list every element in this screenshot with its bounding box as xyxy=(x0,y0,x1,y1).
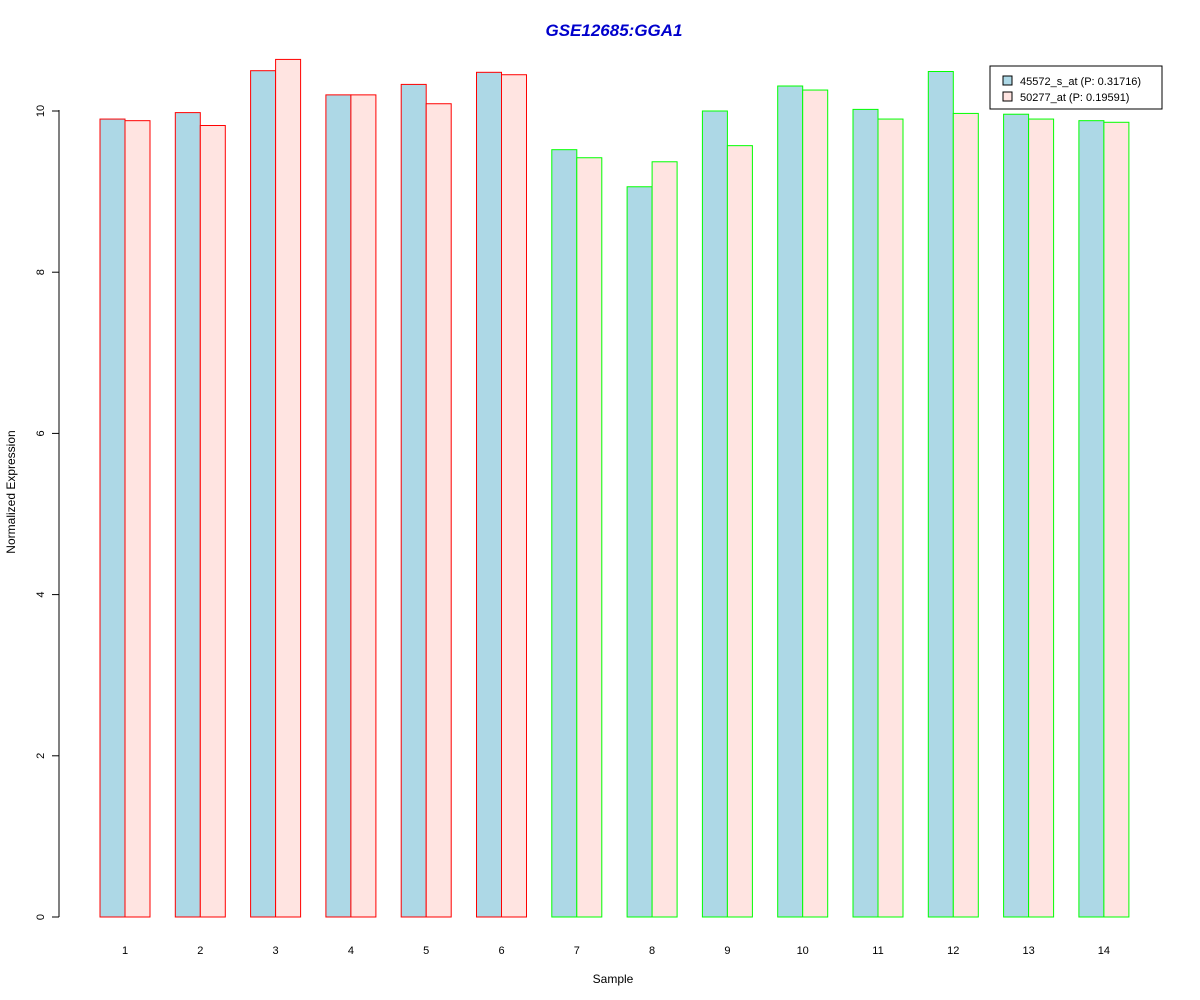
legend-swatch xyxy=(1002,91,1013,102)
legend-box xyxy=(989,65,1163,110)
y-axis-label: Normalized Expression xyxy=(4,430,18,553)
x-tick-label: 8 xyxy=(649,945,655,957)
y-tick-label: 4 xyxy=(35,592,47,598)
x-tick-label: 10 xyxy=(797,945,809,957)
x-tick-label: 6 xyxy=(498,945,504,957)
bar-sample-5-series-1 xyxy=(400,83,427,918)
x-tick-label: 12 xyxy=(947,945,959,957)
bar-sample-7-series-1 xyxy=(551,149,578,918)
y-tick-label: 0 xyxy=(35,914,47,920)
legend-label: 45572_s_at (P: 0.31716) xyxy=(1020,76,1141,88)
bar-sample-8-series-1 xyxy=(626,186,653,918)
x-axis-label: Sample xyxy=(593,972,634,986)
bar-sample-9-series-2 xyxy=(726,145,753,918)
x-tick-label: 14 xyxy=(1098,945,1110,957)
x-tick-label: 7 xyxy=(574,945,580,957)
bar-sample-3-series-1 xyxy=(250,70,277,918)
y-tick-label: 8 xyxy=(35,269,47,275)
bar-sample-7-series-2 xyxy=(576,157,603,918)
bar-sample-13-series-2 xyxy=(1028,118,1055,918)
bar-sample-14-series-2 xyxy=(1103,121,1130,918)
bar-sample-6-series-1 xyxy=(476,71,502,918)
bar-sample-10-series-2 xyxy=(802,89,829,918)
bar-sample-13-series-1 xyxy=(1003,113,1030,918)
bars-group xyxy=(99,58,1130,918)
legend: 45572_s_at (P: 0.31716) 50277_at (P: 0.1… xyxy=(989,65,1163,110)
bar-sample-12-series-2 xyxy=(952,112,979,918)
bar-sample-6-series-2 xyxy=(501,74,527,918)
x-tick-label: 13 xyxy=(1022,945,1034,957)
x-tick-label: 4 xyxy=(348,945,354,957)
y-axis: 0 2 4 6 8 10 xyxy=(35,105,60,920)
bar-sample-9-series-1 xyxy=(701,110,728,918)
bar-sample-11-series-1 xyxy=(852,108,879,918)
bar-sample-12-series-1 xyxy=(927,71,954,918)
x-tick-labels: 1 2 3 4 5 6 7 8 9 10 11 12 13 14 xyxy=(122,945,1110,957)
bar-sample-3-series-2 xyxy=(275,58,302,918)
x-tick-label: 11 xyxy=(872,945,883,957)
y-tick-label: 2 xyxy=(35,753,47,759)
x-tick-label: 5 xyxy=(423,945,429,957)
chart-title: GSE12685:GGA1 xyxy=(545,21,682,40)
legend-label: 50277_at (P: 0.19591) xyxy=(1020,92,1129,104)
x-tick-label: 3 xyxy=(273,945,279,957)
x-tick-label: 1 xyxy=(122,945,128,957)
bar-sample-11-series-2 xyxy=(877,118,904,918)
bar-sample-1-series-2 xyxy=(124,120,151,918)
legend-swatch xyxy=(1002,75,1013,86)
bar-sample-2-series-1 xyxy=(174,112,201,918)
x-tick-label: 2 xyxy=(197,945,203,957)
bar-sample-2-series-2 xyxy=(199,125,226,918)
bar-sample-10-series-1 xyxy=(777,85,804,918)
bar-sample-5-series-2 xyxy=(425,103,452,918)
bar-sample-14-series-1 xyxy=(1078,120,1105,918)
y-tick-label: 10 xyxy=(35,105,47,117)
x-tick-label: 9 xyxy=(724,945,730,957)
bar-sample-4-series-2 xyxy=(350,94,377,918)
bar-sample-8-series-2 xyxy=(651,161,678,918)
y-tick-label: 6 xyxy=(35,430,47,436)
bar-sample-4-series-1 xyxy=(325,94,352,918)
bar-sample-1-series-1 xyxy=(99,118,126,918)
